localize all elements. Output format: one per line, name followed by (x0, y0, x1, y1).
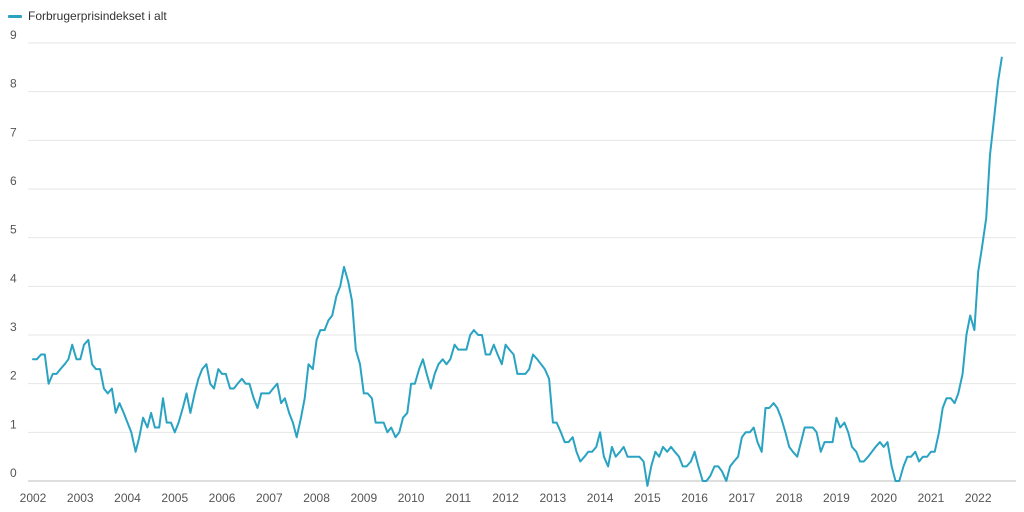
x-tick-label: 2008 (303, 491, 330, 505)
y-tick-label: 3 (10, 320, 17, 334)
x-tick-label: 2014 (587, 491, 614, 505)
y-tick-label: 1 (10, 417, 17, 431)
legend-swatch (8, 14, 22, 18)
x-tick-label: 2012 (492, 491, 519, 505)
y-tick-label: 9 (10, 28, 17, 42)
y-tick-label: 0 (10, 466, 17, 480)
y-tick-label: 6 (10, 174, 17, 188)
chart-legend: Forbrugerprisindekset i alt (8, 6, 167, 26)
y-tick-label: 5 (10, 223, 17, 237)
y-axis: 0 1 2 3 4 5 6 7 8 9 (10, 28, 17, 480)
y-tick-label: 2 (10, 369, 17, 383)
x-tick-label: 2020 (870, 491, 897, 505)
x-tick-label: 2013 (540, 491, 567, 505)
x-tick-label: 2018 (776, 491, 803, 505)
x-tick-label: 2006 (209, 491, 236, 505)
gridlines (28, 42, 1016, 482)
y-tick-label: 8 (10, 77, 17, 91)
x-tick-label: 2004 (114, 491, 141, 505)
x-tick-label: 2017 (729, 491, 756, 505)
x-tick-label: 2022 (965, 491, 992, 505)
x-tick-label: 2005 (161, 491, 188, 505)
x-tick-label: 2019 (823, 491, 850, 505)
x-tick-label: 2015 (634, 491, 661, 505)
x-tick-label: 2021 (918, 491, 945, 505)
x-tick-label: 2016 (681, 491, 708, 505)
x-tick-label: 2002 (20, 491, 47, 505)
legend-label: Forbrugerprisindekset i alt (28, 9, 167, 23)
x-axis: 2002 2003 2004 2005 2006 2007 2008 2009 2010 2011… (20, 491, 992, 505)
x-tick-label: 2003 (67, 491, 94, 505)
series-line (32, 56, 1003, 487)
x-tick-label: 2009 (350, 491, 377, 505)
x-tick-label: 2010 (398, 491, 425, 505)
x-tick-label: 2007 (256, 491, 283, 505)
y-tick-label: 7 (10, 125, 17, 139)
x-tick-label: 2011 (445, 491, 471, 505)
y-tick-label: 4 (10, 271, 17, 285)
series-layer (32, 56, 1003, 487)
